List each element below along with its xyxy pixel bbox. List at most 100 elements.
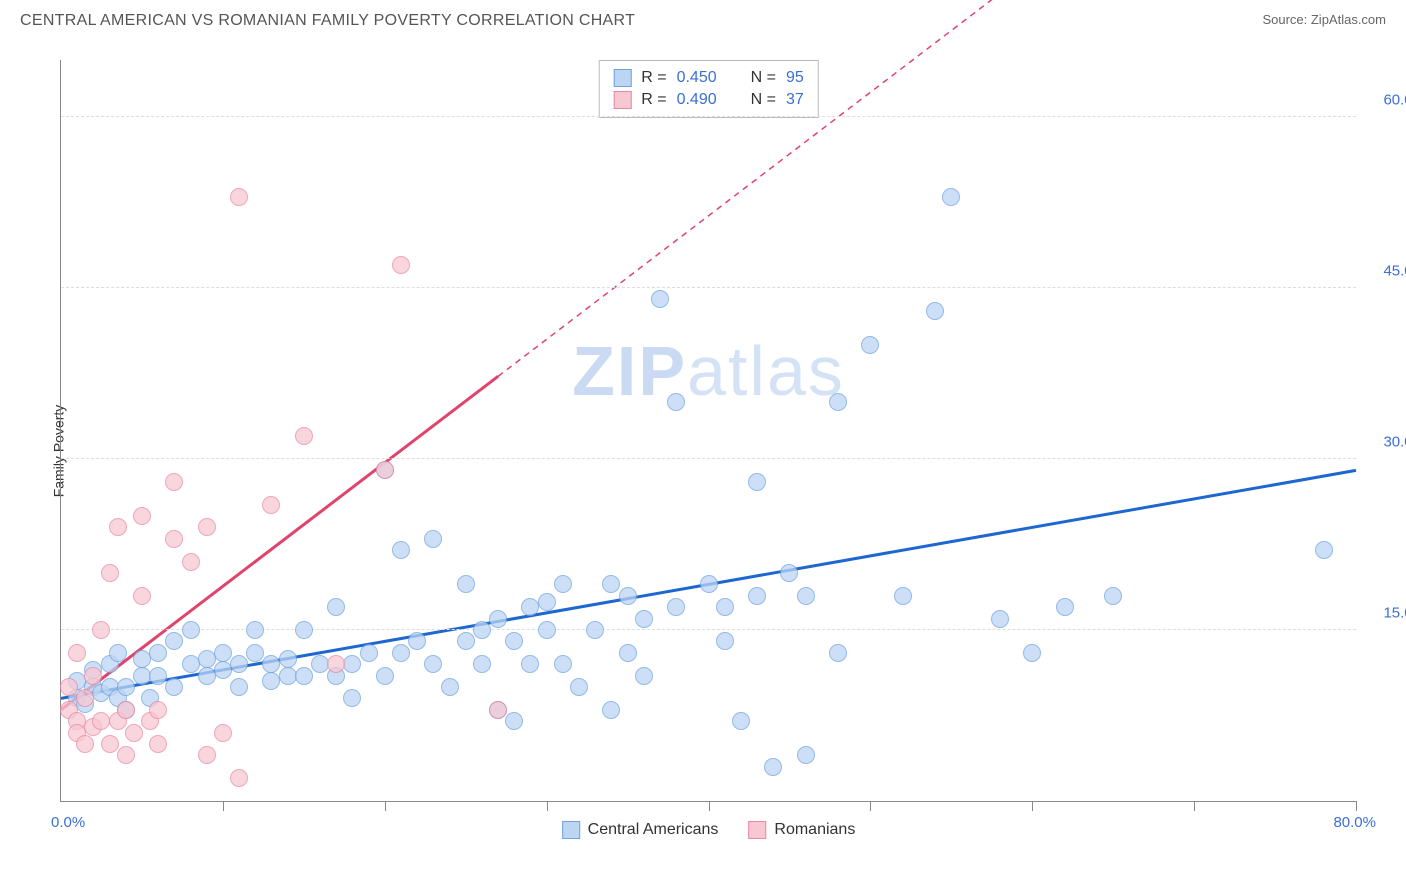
x-max-label: 80.0% — [1333, 814, 1376, 831]
y-tick-label: 45.0% — [1366, 263, 1406, 280]
data-point — [554, 655, 572, 673]
data-point — [635, 610, 653, 628]
data-point — [538, 593, 556, 611]
x-min-label: 0.0% — [51, 814, 85, 831]
stats-row: R = 0.490 N = 37 — [613, 89, 804, 111]
data-point — [489, 610, 507, 628]
data-point — [748, 587, 766, 605]
data-point — [764, 758, 782, 776]
data-point — [109, 518, 127, 536]
data-point — [182, 553, 200, 571]
data-point — [424, 530, 442, 548]
data-point — [182, 621, 200, 639]
data-point — [117, 701, 135, 719]
r-label: R = — [641, 69, 666, 87]
data-point — [473, 655, 491, 673]
trend-lines — [61, 60, 1356, 801]
x-tick — [1356, 801, 1357, 811]
gridline — [61, 116, 1356, 117]
data-point — [894, 587, 912, 605]
data-point — [829, 644, 847, 662]
y-tick-label: 30.0% — [1366, 434, 1406, 451]
data-point — [408, 632, 426, 650]
legend-label: Romanians — [774, 821, 855, 839]
data-point — [198, 746, 216, 764]
data-point — [165, 678, 183, 696]
data-point — [942, 188, 960, 206]
data-point — [392, 256, 410, 274]
n-value: 95 — [786, 69, 804, 87]
data-point — [1056, 598, 1074, 616]
data-point — [392, 541, 410, 559]
data-point — [457, 575, 475, 593]
data-point — [295, 621, 313, 639]
data-point — [797, 587, 815, 605]
data-point — [667, 393, 685, 411]
data-point — [1315, 541, 1333, 559]
data-point — [117, 746, 135, 764]
data-point — [230, 655, 248, 673]
data-point — [700, 575, 718, 593]
source-link[interactable]: ZipAtlas.com — [1311, 12, 1386, 27]
data-point — [149, 644, 167, 662]
series-swatch — [613, 91, 631, 109]
data-point — [554, 575, 572, 593]
data-point — [165, 473, 183, 491]
data-point — [716, 632, 734, 650]
data-point — [489, 701, 507, 719]
data-point — [230, 769, 248, 787]
data-point — [109, 644, 127, 662]
data-point — [133, 587, 151, 605]
data-point — [797, 746, 815, 764]
data-point — [926, 302, 944, 320]
data-point — [125, 724, 143, 742]
data-point — [570, 678, 588, 696]
data-point — [76, 689, 94, 707]
bottom-legend: Central Americans Romanians — [562, 821, 856, 839]
watermark: ZIPatlas — [572, 331, 845, 411]
data-point — [230, 188, 248, 206]
plot-area: ZIPatlas R =0.450N =95R =0.490N =37 Cent… — [60, 60, 1356, 802]
legend-item: Central Americans — [562, 821, 719, 839]
chart-title: CENTRAL AMERICAN VS ROMANIAN FAMILY POVE… — [20, 12, 635, 30]
legend-item: Romanians — [748, 821, 855, 839]
n-label: N = — [751, 91, 776, 109]
data-point — [68, 644, 86, 662]
data-point — [619, 587, 637, 605]
legend-swatch — [748, 821, 766, 839]
data-point — [84, 667, 102, 685]
series-swatch — [613, 69, 631, 87]
data-point — [457, 632, 475, 650]
data-point — [295, 427, 313, 445]
data-point — [92, 621, 110, 639]
data-point — [602, 701, 620, 719]
r-value: 0.490 — [677, 91, 717, 109]
data-point — [538, 621, 556, 639]
data-point — [246, 621, 264, 639]
r-label: R = — [641, 91, 666, 109]
x-tick — [547, 801, 548, 811]
data-point — [586, 621, 604, 639]
data-point — [829, 393, 847, 411]
r-value: 0.450 — [677, 69, 717, 87]
data-point — [279, 650, 297, 668]
gridline — [61, 287, 1356, 288]
data-point — [214, 724, 232, 742]
data-point — [343, 689, 361, 707]
data-point — [214, 644, 232, 662]
n-value: 37 — [786, 91, 804, 109]
data-point — [149, 701, 167, 719]
data-point — [117, 678, 135, 696]
data-point — [376, 667, 394, 685]
data-point — [1023, 644, 1041, 662]
data-point — [343, 655, 361, 673]
legend-label: Central Americans — [588, 821, 719, 839]
data-point — [424, 655, 442, 673]
x-tick — [223, 801, 224, 811]
data-point — [246, 644, 264, 662]
data-point — [76, 735, 94, 753]
data-point — [521, 655, 539, 673]
data-point — [602, 575, 620, 593]
chart-container: Family Poverty ZIPatlas R =0.450N =95R =… — [50, 50, 1386, 852]
data-point — [327, 598, 345, 616]
